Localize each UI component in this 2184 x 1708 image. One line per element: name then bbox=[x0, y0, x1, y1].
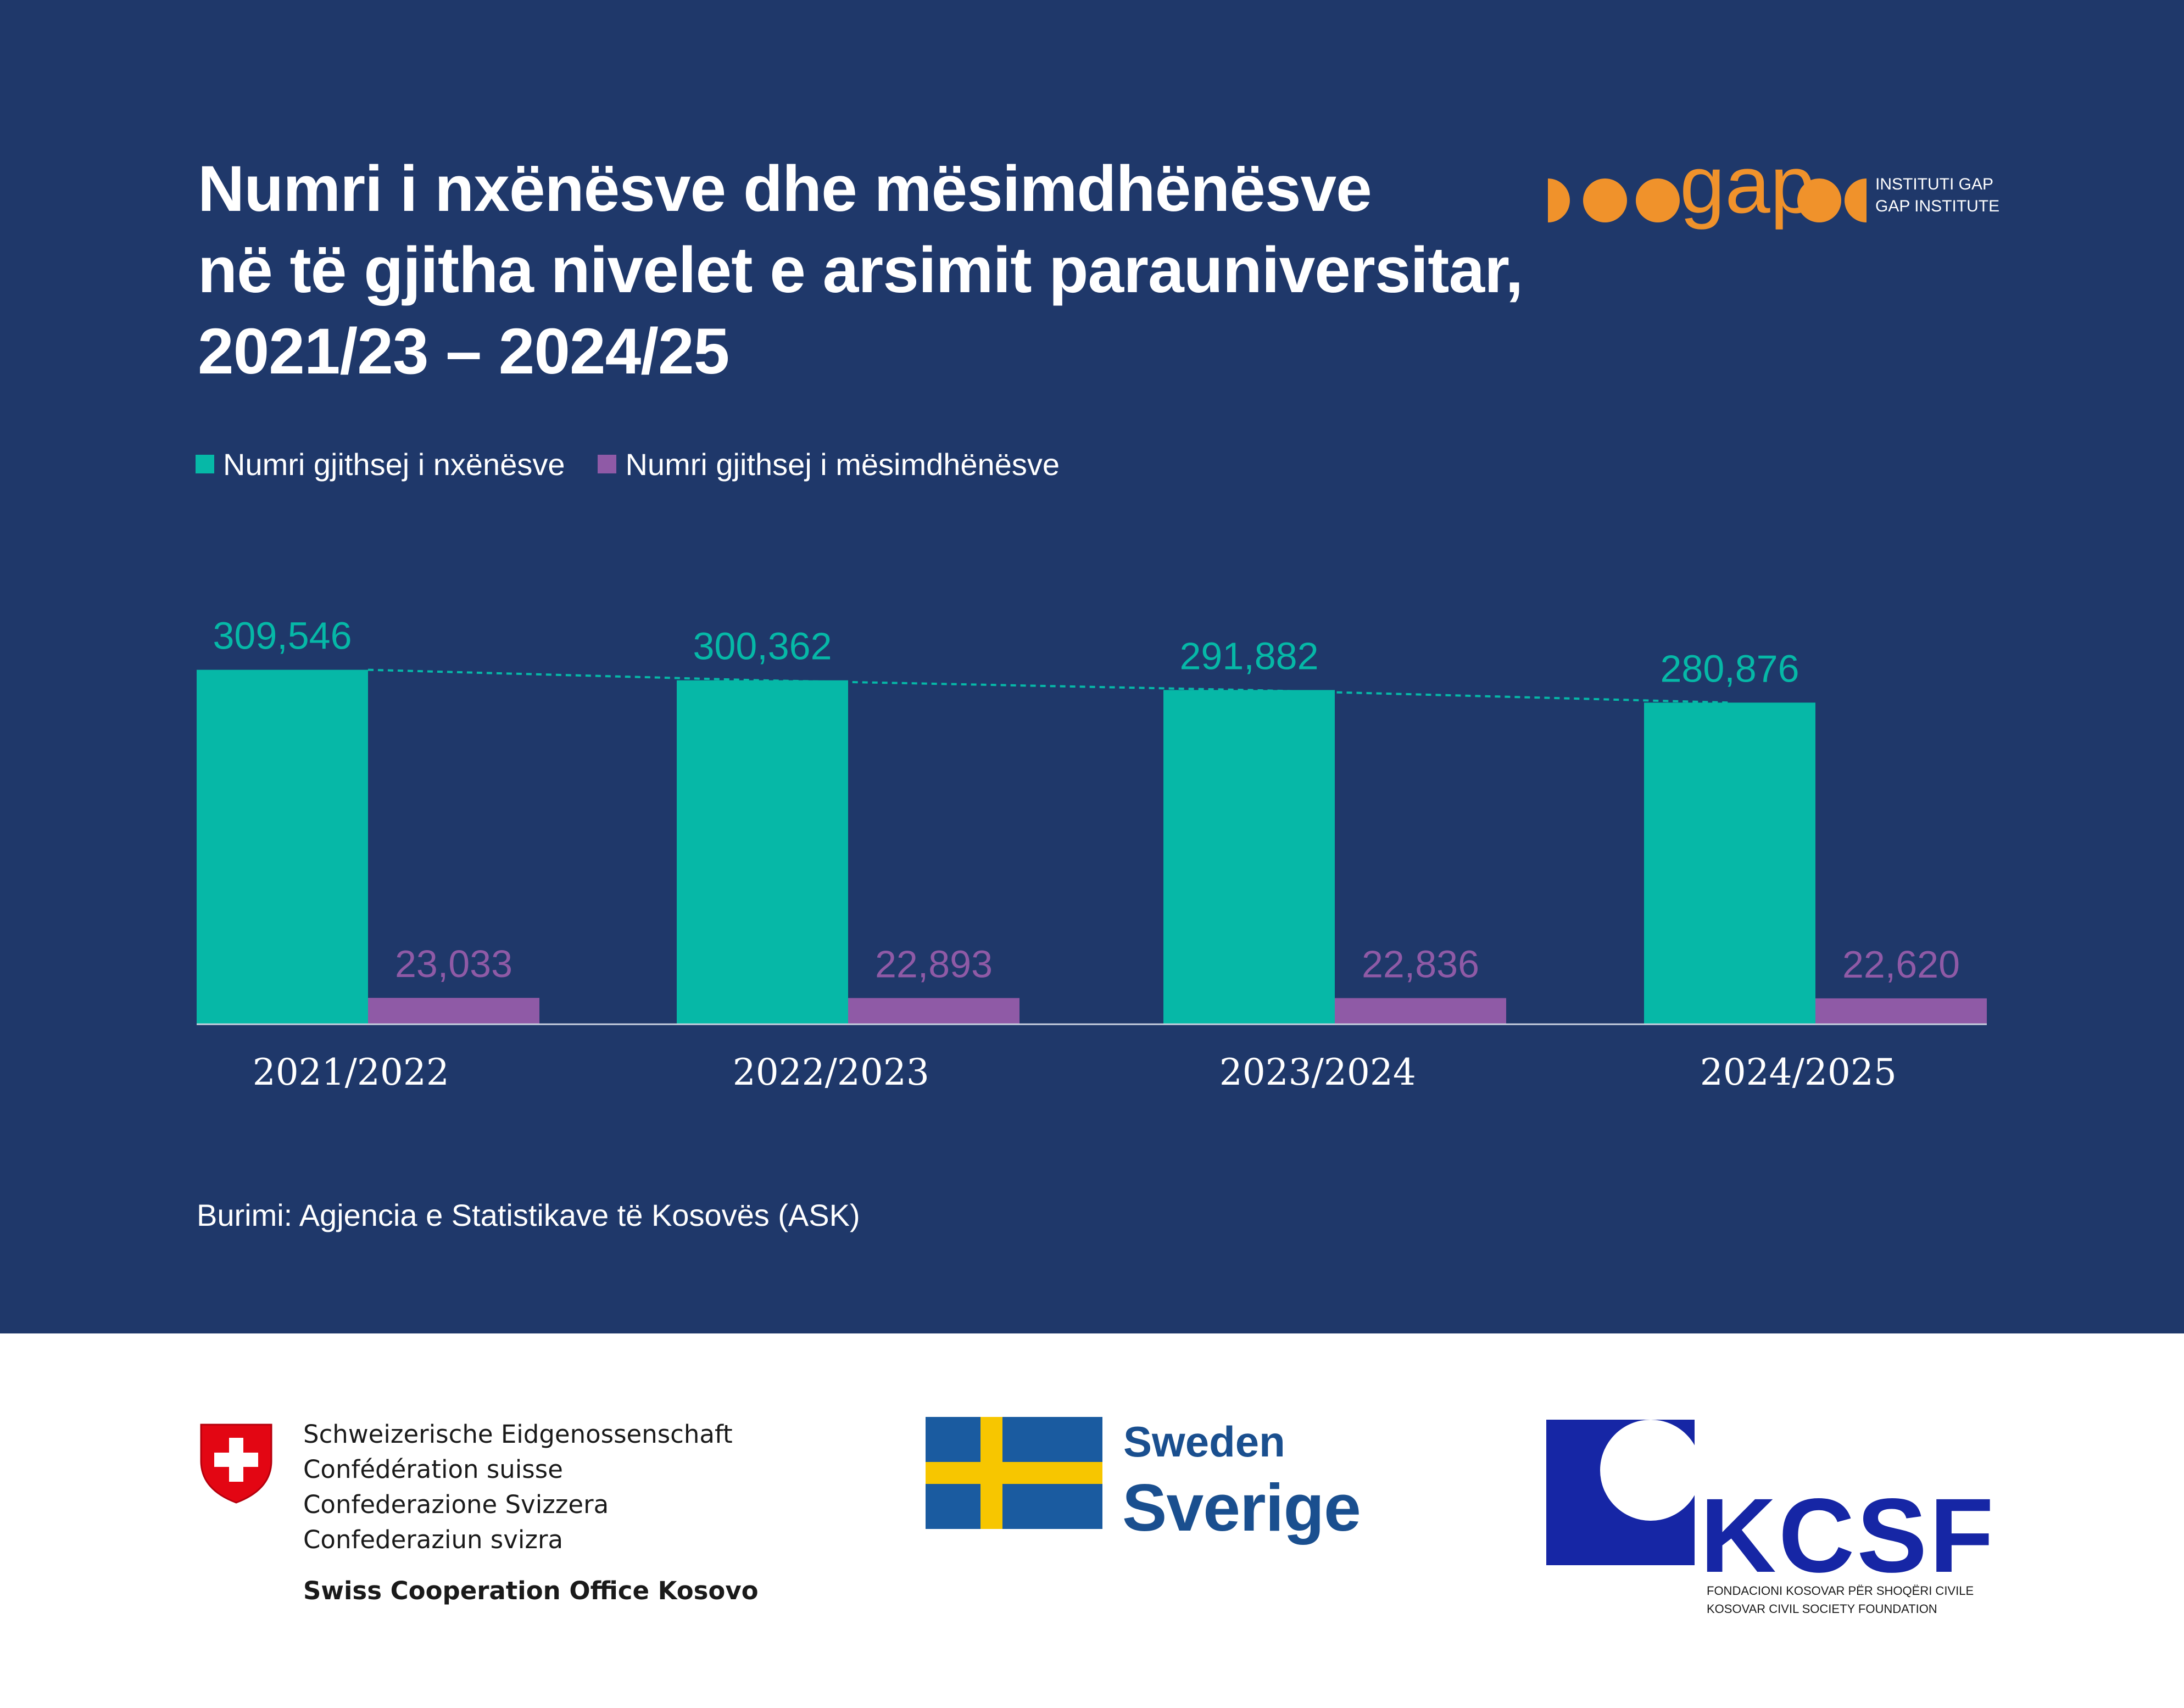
swiss-office-name: Swiss Cooperation Office Kosovo bbox=[303, 1576, 759, 1605]
sweden-flag-icon bbox=[926, 1417, 1102, 1529]
gap-name-sq: INSTITUTI GAP bbox=[1875, 175, 1994, 193]
x-tick-label-0: 2021/2022 bbox=[253, 1051, 449, 1093]
kcsf-subtitle-en: KOSOVAR CIVIL SOCIETY FOUNDATION bbox=[1707, 1602, 1937, 1616]
bar-students-3 bbox=[1644, 702, 1815, 1024]
swiss-shield-icon bbox=[200, 1424, 272, 1504]
swiss-line-2: Confédération suisse bbox=[303, 1455, 563, 1484]
bar-chart: 309,546 23,033 2021/2022 300,362 22,893 2022/… bbox=[197, 615, 1987, 1093]
data-label-teachers-1: 22,893 bbox=[875, 942, 993, 985]
data-label-students-1: 300,362 bbox=[693, 625, 832, 668]
gap-logo-word: gap bbox=[1680, 162, 1815, 230]
swiss-line-1: Schweizerische Eidgenossenschaft bbox=[303, 1420, 733, 1449]
swiss-line-4: Confederaziun svizra bbox=[303, 1525, 564, 1554]
gap-name-en: GAP INSTITUTE bbox=[1875, 197, 2000, 215]
kcsf-logo: KCSF FONDACIONI KOSOVAR PËR SHOQËRI CIVI… bbox=[1546, 1420, 1997, 1617]
legend-label-students: Numri gjithsej i nxënësve bbox=[223, 446, 565, 482]
legend: Numri gjithsej i nxënësve Numri gjithsej… bbox=[196, 445, 1093, 483]
title-line-3: 2021/23 – 2024/25 bbox=[198, 315, 729, 388]
data-label-students-2: 291,882 bbox=[1179, 634, 1318, 677]
gap-institute-name: INSTITUTI GAP GAP INSTITUTE bbox=[1875, 174, 1999, 217]
kcsf-emblem-icon bbox=[1546, 1420, 1695, 1565]
data-label-teachers-0: 23,033 bbox=[395, 942, 512, 985]
data-label-teachers-2: 22,836 bbox=[1362, 942, 1479, 985]
gap-logo: gap bbox=[1548, 162, 1867, 230]
trend-line-students bbox=[367, 668, 1730, 704]
title-line-2: në të gjitha nivelet e arsimit paraunive… bbox=[198, 234, 1523, 306]
bar-students-2 bbox=[1163, 690, 1335, 1024]
bar-teachers-0 bbox=[368, 997, 539, 1024]
legend-item-teachers: Numri gjithsej i mësimdhënësve bbox=[598, 446, 1060, 482]
legend-label-teachers: Numri gjithsej i mësimdhënësve bbox=[625, 446, 1060, 482]
bar-teachers-2 bbox=[1335, 998, 1506, 1024]
data-label-students-0: 309,546 bbox=[213, 615, 352, 657]
swiss-line-3: Confederazione Svizzera bbox=[303, 1490, 609, 1519]
chart-title: Numri i nxënësve dhe mësimdhënësve në të… bbox=[198, 148, 1571, 392]
bar-teachers-3 bbox=[1815, 998, 1987, 1024]
kcsf-acronym: KCSF bbox=[1700, 1476, 1996, 1594]
sweden-logo: Sweden Sverige bbox=[926, 1417, 1376, 1545]
swiss-logo: Schweizerische Eidgenossenschaft Confédé… bbox=[198, 1417, 802, 1615]
bar-students-1 bbox=[677, 680, 848, 1024]
bar-students-0 bbox=[197, 669, 368, 1024]
sweden-label: Sweden bbox=[1123, 1417, 1285, 1466]
bar-teachers-1 bbox=[848, 998, 1019, 1024]
data-label-teachers-3: 22,620 bbox=[1842, 943, 1960, 986]
kcsf-subtitle-sq: FONDACIONI KOSOVAR PËR SHOQËRI CIVILE bbox=[1707, 1584, 1974, 1598]
x-tick-label-3: 2024/2025 bbox=[1700, 1051, 1897, 1093]
legend-swatch-teachers bbox=[598, 455, 617, 473]
legend-item-students: Numri gjithsej i nxënësve bbox=[196, 446, 565, 482]
title-line-1: Numri i nxënësve dhe mësimdhënësve bbox=[198, 153, 1372, 225]
x-tick-label-2: 2023/2024 bbox=[1219, 1051, 1416, 1093]
legend-swatch-students bbox=[196, 455, 214, 473]
data-label-students-3: 280,876 bbox=[1660, 647, 1799, 690]
source-note: Burimi: Agjencia e Statistikave të Kosov… bbox=[197, 1198, 860, 1232]
kcsf-subtitle: FONDACIONI KOSOVAR PËR SHOQËRI CIVILE KO… bbox=[1707, 1582, 1974, 1618]
x-tick-label-1: 2022/2023 bbox=[733, 1051, 929, 1093]
sverige-label: Sverige bbox=[1122, 1470, 1361, 1545]
